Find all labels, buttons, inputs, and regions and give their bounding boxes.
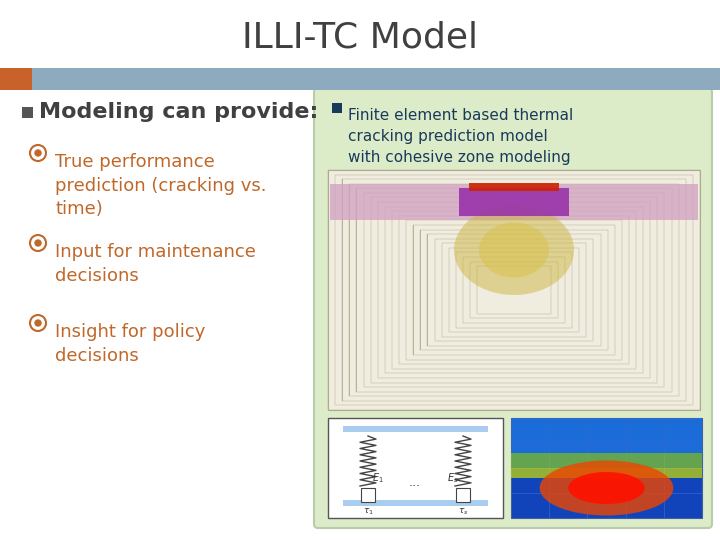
Bar [435,239,593,341]
Ellipse shape [479,222,549,278]
Bar [392,211,636,369]
Bar [459,188,569,216]
Bar [470,262,558,319]
Bar [399,216,629,364]
Bar [328,418,503,518]
Bar [0,68,720,90]
Bar [349,184,679,396]
Bar [511,453,702,468]
Text: $E_1$: $E_1$ [372,471,384,485]
Bar [342,179,685,401]
Bar [406,220,622,360]
Circle shape [35,320,41,326]
Bar [477,266,551,314]
Bar [511,418,702,453]
Bar [413,225,615,355]
Bar [343,426,488,432]
Text: Insight for policy
decisions: Insight for policy decisions [55,323,205,364]
Bar [332,103,342,113]
Circle shape [35,150,41,156]
Bar [22,107,33,118]
Text: Input for maintenance
decisions: Input for maintenance decisions [55,243,256,285]
Bar [511,468,702,478]
Text: $E_s$: $E_s$ [447,471,459,485]
Ellipse shape [454,205,574,295]
Bar [456,488,470,502]
Text: Finite element based thermal
cracking prediction model
with cohesive zone modeli: Finite element based thermal cracking pr… [348,108,573,165]
Bar [371,198,657,382]
Bar [463,257,565,323]
Bar [456,253,572,328]
Bar [343,500,488,506]
Bar [328,170,700,410]
Bar [356,188,672,392]
Bar [449,248,580,332]
FancyBboxPatch shape [314,88,712,528]
Bar [361,488,375,502]
Bar [0,68,32,90]
Bar [384,207,643,373]
Text: ILLI-TC Model: ILLI-TC Model [242,21,478,55]
Bar [511,418,702,518]
Bar [328,170,700,410]
Bar [441,244,586,337]
Bar [420,230,608,350]
Ellipse shape [568,472,644,504]
Bar [335,174,693,406]
Bar [378,202,650,378]
Bar [428,234,600,346]
Bar [330,184,698,220]
Text: Modeling can provide:: Modeling can provide: [39,103,318,123]
Bar [469,183,559,191]
Text: ...: ... [409,476,421,489]
Text: True performance
prediction (cracking vs.
time): True performance prediction (cracking vs… [55,153,266,218]
Ellipse shape [540,461,673,516]
Circle shape [35,240,41,246]
Bar [364,193,665,387]
Text: $\tau_s$: $\tau_s$ [458,507,468,517]
Text: $\tau_1$: $\tau_1$ [363,507,374,517]
